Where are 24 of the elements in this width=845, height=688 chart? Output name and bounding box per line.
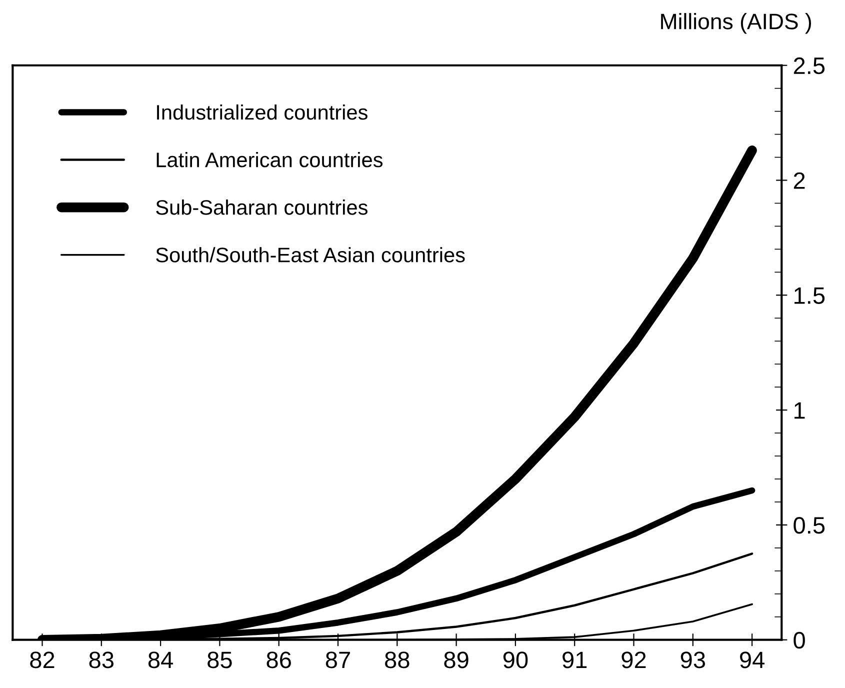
x-tick-label: 82 (30, 652, 54, 668)
x-tick-label: 87 (326, 652, 350, 668)
legend-label: Industrialized countries (157, 104, 368, 120)
y-tick-label: 1.5 (794, 287, 825, 304)
y-tick-label: 0 (794, 632, 805, 649)
x-tick-label: 93 (680, 652, 705, 668)
y-tick-label: 1 (794, 402, 805, 419)
x-tick-label: 84 (148, 652, 173, 668)
x-tick-label: 86 (266, 652, 291, 668)
x-tick-label: 92 (622, 652, 646, 668)
y-tick-label: 2 (794, 172, 805, 189)
x-tick-label: 89 (444, 652, 468, 668)
y-axis-title: Millions (AIDS ) (661, 13, 812, 34)
x-tick-label: 85 (208, 652, 232, 668)
legend-label: South/South-East Asian countries (156, 247, 465, 262)
y-tick-label: 2.5 (794, 57, 825, 74)
x-tick-label: 94 (740, 652, 764, 668)
x-tick-label: 90 (503, 652, 528, 668)
legend-label: Sub-Saharan countries (156, 200, 368, 215)
y-tick-label: 0.5 (794, 517, 825, 534)
x-tick-label: 83 (89, 652, 114, 668)
x-tick-label: 91 (562, 652, 587, 668)
x-tick-label: 88 (385, 652, 410, 668)
legend-label: Latin American countries (156, 152, 383, 168)
